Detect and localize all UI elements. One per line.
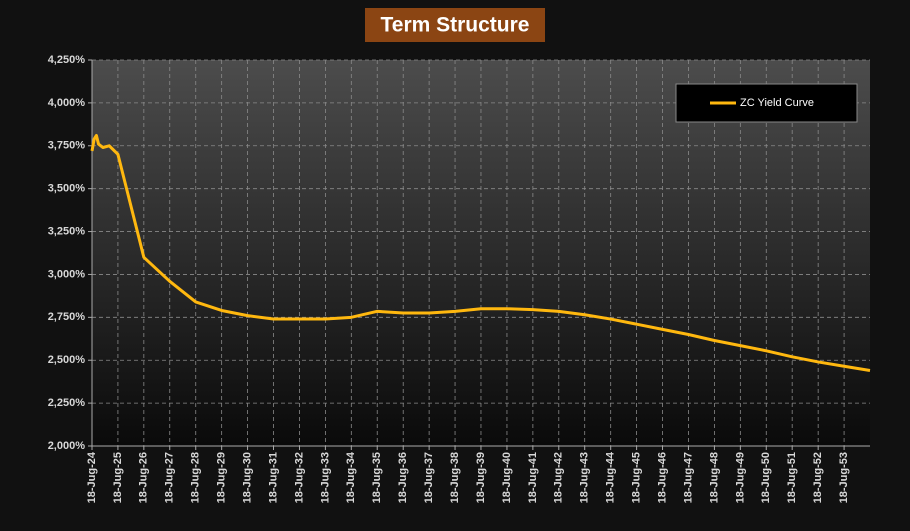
x-tick-label: 18-Jug-37 [423,452,435,503]
x-tick-label: 18-Jug-32 [293,452,305,503]
x-tick-label: 18-Jug-30 [241,452,253,503]
x-tick-label: 18-Jug-34 [345,451,357,503]
x-tick-label: 18-Jug-35 [371,452,383,503]
x-tick-label: 18-Jug-25 [112,452,124,503]
x-tick-label: 18-Jug-42 [553,452,565,503]
chart-title: Term Structure [381,14,530,37]
y-tick-label: 3,500% [48,183,86,195]
y-tick-label: 4,250% [48,54,86,66]
x-tick-label: 18-Jug-52 [812,452,824,503]
x-tick-label: 18-Jug-27 [164,452,176,503]
x-tick-label: 18-Jug-39 [475,452,487,503]
x-tick-label: 18-Jug-24 [86,451,98,503]
y-tick-label: 2,750% [48,311,86,323]
y-tick-label: 2,500% [48,354,86,366]
legend [675,83,858,123]
y-tick-label: 3,750% [48,140,86,152]
x-tick-label: 18-Jug-53 [838,452,850,503]
x-tick-label: 18-Jug-47 [682,452,694,503]
y-tick-label: 4,000% [48,97,86,109]
x-tick-label: 18-Jug-48 [708,452,720,503]
x-tick-label: 18-Jug-29 [216,452,228,503]
x-tick-label: 18-Jug-50 [760,452,772,503]
y-tick-label: 3,000% [48,268,86,280]
y-tick-label: 3,250% [48,225,86,237]
x-tick-label: 18-Jug-28 [190,452,202,503]
x-tick-label: 18-Jug-40 [501,452,513,503]
title-box [365,8,545,42]
x-tick-label: 18-Jug-49 [734,452,746,503]
x-tick-label: 18-Jug-38 [449,452,461,503]
x-tick-label: 18-Jug-45 [631,452,643,503]
x-tick-label: 18-Jug-26 [138,452,150,503]
x-tick-label: 18-Jug-33 [319,452,331,503]
x-tick-label: 18-Jug-44 [605,451,617,503]
x-tick-label: 18-Jug-43 [579,452,591,503]
x-tick-label: 18-Jug-31 [267,452,279,503]
x-tick-label: 18-Jug-46 [656,452,668,503]
y-tick-label: 2,250% [48,397,86,409]
x-tick-label: 18-Jug-36 [397,452,409,503]
legend-label: ZC Yield Curve [740,97,814,109]
x-tick-label: 18-Jug-41 [527,452,539,503]
x-tick-label: 18-Jug-51 [786,452,798,503]
series-line [90,133,871,372]
y-tick-label: 2,000% [48,440,86,452]
